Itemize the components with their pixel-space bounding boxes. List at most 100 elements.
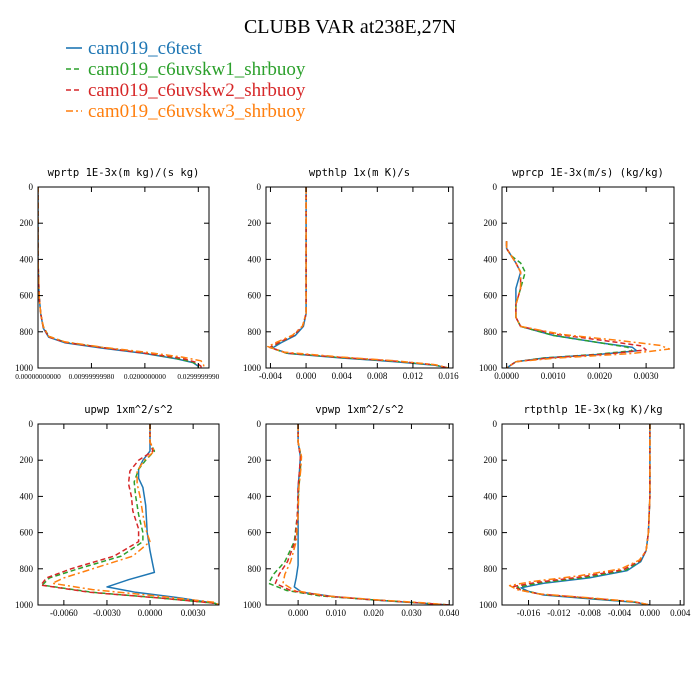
y-tick-label: 1000: [479, 600, 498, 610]
y-tick-label: 200: [248, 218, 262, 228]
y-tick-label: 1000: [243, 600, 262, 610]
x-tick-label: 0.00999999980: [69, 372, 115, 381]
x-tick-label: 0.000: [296, 371, 317, 381]
y-tick-label: 400: [484, 254, 498, 264]
y-tick-label: 0: [29, 182, 34, 192]
y-tick-label: 200: [484, 218, 498, 228]
series-line: [41, 424, 219, 605]
y-tick-label: 0: [493, 419, 498, 429]
y-tick-label: 600: [248, 291, 262, 301]
y-tick-label: 600: [248, 528, 262, 538]
y-tick-label: 200: [20, 455, 34, 465]
x-tick-label: 0.000: [640, 608, 661, 618]
y-tick-label: 800: [484, 327, 498, 337]
panel-title: vpwp 1xm^2/s^2: [315, 404, 404, 416]
x-tick-label: -0.012: [547, 608, 570, 618]
plot-frame: [501, 423, 685, 606]
y-tick-label: 200: [484, 455, 498, 465]
y-tick-label: 800: [20, 327, 34, 337]
panel-title: wprtp 1E-3x(m kg)/(s kg): [48, 167, 200, 179]
plot-frame: [37, 423, 220, 606]
plot-frame: [265, 423, 454, 606]
x-tick-label: 0.0200000000: [124, 372, 166, 381]
x-tick-label: 0.008: [367, 371, 388, 381]
series-line: [508, 424, 651, 605]
chart-panel: upwp 1xm^2/s^2 0 200 400 600 800 1000 -0.0060 -0…: [15, 404, 220, 618]
series-line: [282, 424, 450, 605]
series-group: [505, 241, 671, 368]
series-group: [38, 187, 205, 368]
series-line: [38, 187, 205, 368]
x-tick-label: -0.008: [578, 608, 602, 618]
y-tick-label: 800: [484, 564, 498, 574]
y-tick-label: 400: [20, 491, 34, 501]
figure-title: CLUBB VAR at238E,27N: [244, 16, 456, 38]
x-tick-label: 0.00000000000: [15, 372, 61, 381]
series-line: [267, 187, 449, 368]
series-line: [293, 424, 450, 605]
chart-panel: wpthlp 1x(m K)/s 0 200 400 600 800 1000-0.004 0…: [243, 167, 459, 381]
x-tick-label: -0.004: [259, 371, 283, 381]
y-tick-label: 400: [20, 254, 34, 264]
x-tick-label: 0.0000: [138, 608, 163, 618]
series-line: [505, 241, 671, 368]
series-group: [40, 424, 219, 605]
y-tick-label: 600: [20, 291, 34, 301]
plot-frame: [501, 186, 675, 369]
series-line: [274, 424, 450, 605]
x-tick-label: -0.004: [608, 608, 632, 618]
x-tick-label: 0.0010: [541, 371, 566, 381]
x-tick-label: 0.0299999990: [177, 372, 219, 381]
y-tick-label: 600: [484, 528, 498, 538]
chart-panel: vpwp 1xm^2/s^2 0 200 400 600 800 1000 0.000 0.01…: [243, 404, 460, 618]
series-group: [508, 424, 651, 605]
y-tick-label: 800: [248, 564, 262, 574]
chart-panel: rtpthlp 1E-3x(kg K)/kg 0 200 400 600 800 1000 -…: [479, 404, 691, 618]
y-tick-label: 400: [248, 491, 262, 501]
legend: cam019_c6testcam019_c6uvskw1_shrbuoycam0…: [66, 38, 306, 122]
y-tick-label: 200: [20, 218, 34, 228]
panels: wprtp 1E-3x(m kg)/(s kg) 0 200 400 600 800 100…: [15, 167, 691, 618]
x-tick-label: 0.012: [403, 371, 423, 381]
y-tick-label: 0: [29, 419, 34, 429]
plot-frame: [37, 186, 210, 369]
series-line: [268, 187, 449, 368]
y-tick-label: 200: [248, 455, 262, 465]
legend-label: cam019_c6uvskw2_shrbuoy: [88, 80, 306, 101]
y-tick-label: 0: [493, 182, 498, 192]
x-tick-label: 0.0020: [587, 371, 612, 381]
series-line: [269, 187, 449, 368]
x-tick-label: 0.040: [439, 608, 460, 618]
x-tick-label: 0.0030: [181, 608, 206, 618]
legend-label: cam019_c6uvskw3_shrbuoy: [88, 101, 306, 122]
series-line: [505, 241, 638, 368]
series-line: [106, 424, 219, 605]
x-tick-label: 0.016: [438, 371, 459, 381]
x-tick-label: 0.004: [670, 608, 691, 618]
x-tick-label: 0.000: [288, 608, 309, 618]
y-tick-label: 1000: [15, 363, 34, 373]
x-tick-label: 0.0000: [494, 371, 519, 381]
series-line: [505, 241, 633, 368]
panel-title: wprcp 1E-3x(m/s) (kg/kg): [512, 167, 664, 179]
legend-label: cam019_c6uvskw1_shrbuoy: [88, 59, 306, 80]
y-tick-label: 600: [20, 528, 34, 538]
chart-panel: wprcp 1E-3x(m/s) (kg/kg) 0 200 400 600 800 100…: [479, 167, 675, 381]
x-tick-label: 0.010: [326, 608, 347, 618]
y-tick-label: 1000: [479, 363, 498, 373]
panel-title: rtpthlp 1E-3x(kg K)/kg: [523, 404, 662, 416]
series-group: [267, 187, 449, 368]
x-tick-label: -0.0060: [50, 608, 78, 618]
x-tick-label: -0.016: [517, 608, 541, 618]
y-tick-label: 1000: [15, 600, 34, 610]
panel-title: upwp 1xm^2/s^2: [84, 404, 173, 416]
x-tick-label: 0.0030: [634, 371, 659, 381]
x-tick-label: -0.0030: [93, 608, 121, 618]
chart-panel: wprtp 1E-3x(m kg)/(s kg) 0 200 400 600 800 100…: [15, 167, 220, 381]
x-tick-label: 0.004: [332, 371, 353, 381]
series-line: [267, 424, 450, 605]
y-tick-label: 400: [484, 491, 498, 501]
y-tick-label: 600: [484, 291, 498, 301]
plot-frame: [265, 186, 454, 369]
